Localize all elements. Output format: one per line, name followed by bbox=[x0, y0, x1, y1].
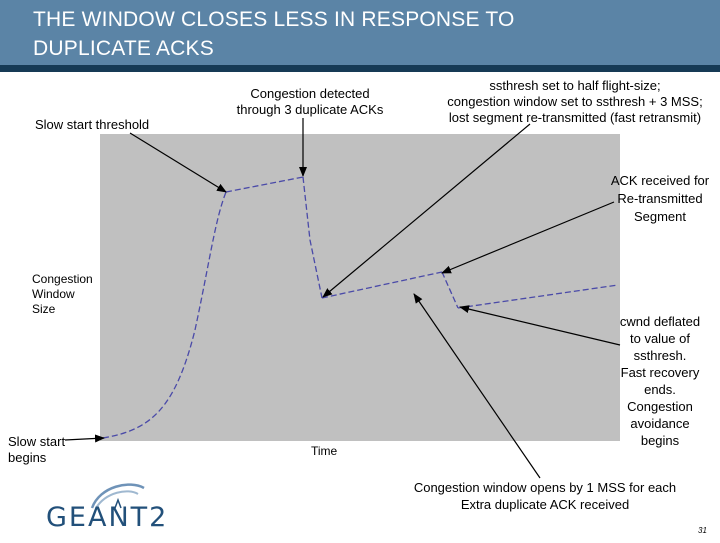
title-line-1: THE WINDOW CLOSES LESS IN RESPONSE TO bbox=[33, 8, 515, 31]
header-bar bbox=[0, 0, 720, 65]
label-congestion-detected: Congestion detected through 3 duplicate … bbox=[225, 86, 395, 118]
logo-swirl-icon bbox=[90, 483, 145, 509]
cwnd-curve-deflate bbox=[441, 271, 459, 309]
arrow-cwnd-deflated bbox=[459, 305, 621, 346]
label-deflated-line1: cwnd deflated bbox=[619, 314, 701, 329]
arrow-slow-start-begins bbox=[64, 434, 105, 443]
page-number: 31 bbox=[698, 526, 707, 535]
label-congestion-detected-line1: Congestion detected bbox=[250, 86, 370, 101]
label-deflated-line4: Fast recovery bbox=[620, 365, 700, 380]
label-ack-line2: Re-transmitted bbox=[617, 191, 703, 206]
label-cwnd-deflated: cwnd deflated to value of ssthresh. Fast… bbox=[610, 313, 710, 449]
label-ack-line1: ACK received for bbox=[610, 173, 710, 188]
cwnd-curve-fast-recovery bbox=[321, 271, 443, 299]
header-divider bbox=[0, 65, 720, 72]
label-deflated-line2: to value of bbox=[630, 331, 690, 346]
arrow-ssthresh-set bbox=[322, 123, 531, 298]
cwnd-curve-threshold-segment bbox=[225, 176, 304, 193]
label-deflated-line3: ssthresh. bbox=[633, 348, 687, 363]
slide-title: THE WINDOW CLOSES LESS IN RESPONSE TO DU… bbox=[33, 5, 673, 63]
title-line-2: DUPLICATE ACKS bbox=[33, 37, 214, 60]
logo-text: GEANT2 bbox=[46, 502, 169, 533]
label-cwnd-size-line2: Window bbox=[32, 287, 75, 301]
arrow-slow-start-threshold bbox=[129, 132, 227, 193]
label-deflated-line5: ends. bbox=[644, 382, 676, 397]
label-slow-start-begins-line2: begins bbox=[8, 450, 47, 465]
label-ssthresh-line2: congestion window set to ssthresh + 3 MS… bbox=[447, 94, 703, 109]
cwnd-curve-congestion-avoidance bbox=[457, 284, 619, 309]
cwnd-curve-slow-start bbox=[102, 191, 227, 439]
label-time-axis: Time bbox=[311, 444, 338, 458]
geant2-logo: GEANT2 bbox=[40, 478, 180, 538]
plot-area bbox=[100, 134, 620, 441]
label-ssthresh-line1: ssthresh set to half flight-size; bbox=[489, 78, 661, 93]
arrow-window-opens bbox=[413, 293, 541, 479]
label-congestion-detected-line2: through 3 duplicate ACKs bbox=[236, 102, 384, 117]
arrow-ack-received bbox=[441, 201, 615, 274]
label-deflated-line6: Congestion bbox=[627, 399, 693, 414]
label-cwnd-size-line1: Congestion bbox=[32, 272, 93, 286]
label-slow-start-begins: Slow start begins bbox=[8, 434, 65, 466]
label-window-opens-line2: Extra duplicate ACK received bbox=[460, 497, 630, 512]
label-ssthresh-set: ssthresh set to half flight-size; conges… bbox=[430, 78, 720, 126]
label-slow-start-begins-line1: Slow start bbox=[8, 434, 66, 449]
cwnd-curve-drop bbox=[302, 176, 323, 299]
label-slow-start-threshold: Slow start threshold bbox=[35, 117, 150, 132]
label-ack-line3: Segment bbox=[633, 209, 687, 224]
label-ack-received: ACK received for Re-transmitted Segment bbox=[605, 172, 715, 226]
label-cwnd-size-line3: Size bbox=[32, 302, 56, 316]
label-congestion-window-size: Congestion Window Size bbox=[32, 272, 93, 317]
label-window-opens: Congestion window opens by 1 MSS for eac… bbox=[385, 479, 705, 513]
label-ssthresh-line3: lost segment re-transmitted (fast retran… bbox=[448, 110, 702, 125]
label-deflated-line7: avoidance bbox=[630, 416, 690, 431]
label-deflated-line8: begins bbox=[640, 433, 680, 448]
label-window-opens-line1: Congestion window opens by 1 MSS for eac… bbox=[413, 480, 677, 495]
